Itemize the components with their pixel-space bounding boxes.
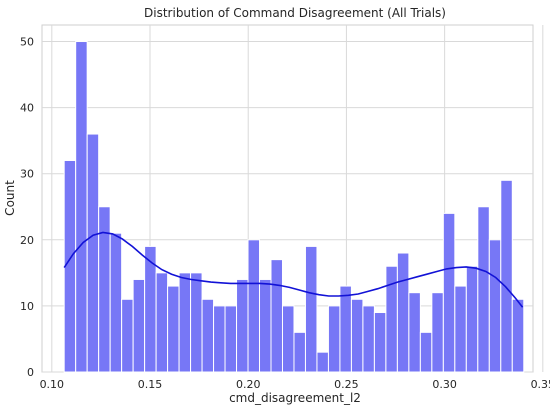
chart-title: Distribution of Command Disagreement (Al… bbox=[144, 6, 446, 20]
histogram-bar bbox=[109, 232, 123, 373]
histogram-bar bbox=[155, 272, 169, 373]
y-tick-label: 10 bbox=[20, 300, 34, 313]
x-tick-labels: 0.10 0.15 0.20 0.25 0.30 0.35 bbox=[40, 378, 550, 391]
histogram-bar bbox=[488, 239, 502, 373]
histogram-bar bbox=[293, 331, 306, 373]
histogram-bar bbox=[327, 305, 341, 373]
histogram-bar bbox=[454, 285, 467, 373]
histogram-bar bbox=[511, 298, 525, 373]
x-tick-label: 0.20 bbox=[236, 378, 261, 391]
histogram-bar bbox=[167, 285, 180, 373]
histogram-bar bbox=[396, 252, 410, 373]
y-tick-label: 40 bbox=[20, 102, 34, 115]
histogram-bar bbox=[316, 351, 329, 373]
y-tick-label: 50 bbox=[20, 36, 34, 49]
histogram-bar bbox=[500, 179, 513, 373]
y-tick-labels: 0 10 20 30 40 50 bbox=[20, 36, 34, 379]
histogram-bar bbox=[213, 305, 226, 373]
histogram-bar bbox=[98, 206, 111, 373]
histogram-bar bbox=[350, 298, 364, 373]
kde-curve-group bbox=[63, 231, 524, 308]
histogram-bar bbox=[477, 206, 490, 373]
histogram-bar bbox=[132, 278, 146, 373]
histogram-bars bbox=[63, 41, 525, 373]
histogram-bar bbox=[442, 212, 456, 373]
y-tick-label: 20 bbox=[20, 234, 34, 247]
x-tick-label: 0.35 bbox=[531, 378, 550, 391]
histogram-bar bbox=[236, 278, 249, 373]
histogram-bar bbox=[431, 292, 444, 373]
histogram-bar bbox=[75, 41, 88, 373]
histogram-bar bbox=[178, 272, 192, 373]
histogram-bar bbox=[224, 305, 238, 373]
histogram-bar bbox=[304, 245, 318, 373]
x-tick-label: 0.10 bbox=[40, 378, 65, 391]
y-axis-label: Count bbox=[3, 180, 17, 216]
histogram-bar bbox=[362, 305, 375, 373]
x-tick-label: 0.25 bbox=[334, 378, 359, 391]
histogram-bar bbox=[373, 312, 387, 373]
y-tick-label: 30 bbox=[20, 168, 34, 181]
histogram-bar bbox=[121, 298, 134, 373]
histogram-bar bbox=[270, 259, 283, 373]
histogram-bar bbox=[86, 133, 100, 373]
histogram-bar bbox=[190, 272, 203, 373]
histogram-bar bbox=[247, 239, 261, 373]
x-tick-label: 0.30 bbox=[432, 378, 457, 391]
histogram-bar bbox=[281, 305, 295, 373]
x-axis-label: cmd_disagreement_l2 bbox=[229, 391, 361, 405]
histogram-bar bbox=[408, 292, 421, 373]
kde-curve bbox=[63, 231, 524, 308]
x-tick-label: 0.15 bbox=[138, 378, 163, 391]
histogram-bar bbox=[259, 278, 272, 373]
histogram-bar bbox=[465, 265, 479, 373]
histogram-bar bbox=[201, 298, 215, 373]
histogram-bar bbox=[419, 331, 433, 373]
histogram-bar bbox=[339, 285, 352, 373]
y-tick-label: 0 bbox=[27, 366, 34, 379]
